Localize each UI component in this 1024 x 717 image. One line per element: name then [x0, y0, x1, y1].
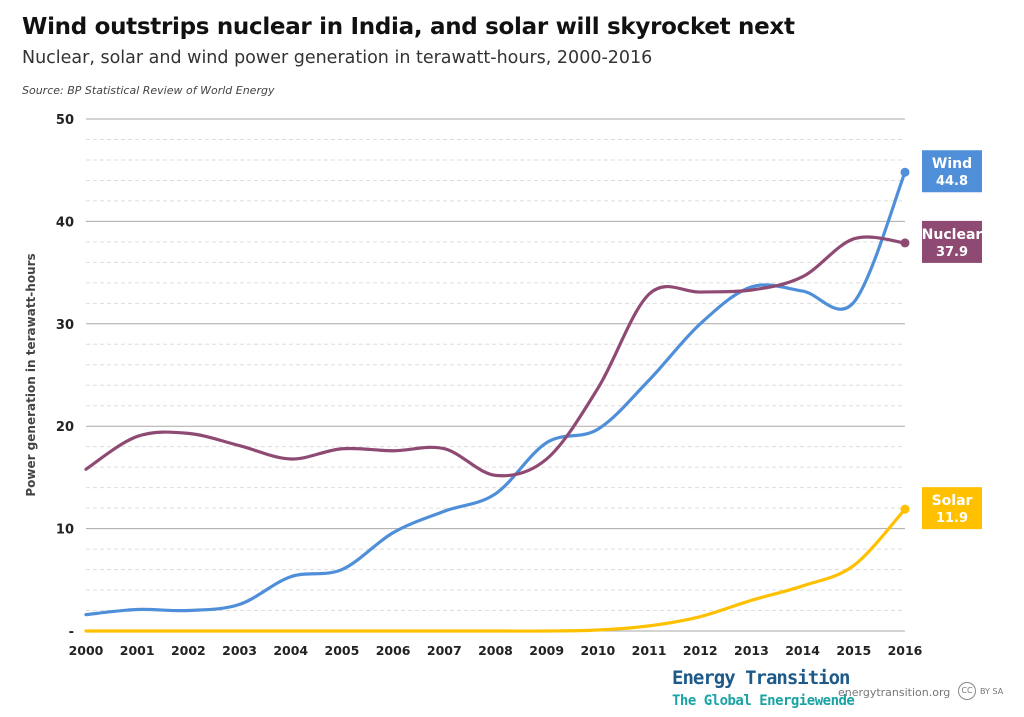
x-tick-label: 2007 [427, 643, 462, 658]
series-value: 44.8 [936, 174, 968, 189]
license-text: BY SA [980, 687, 1004, 696]
cc-license-icon: CC [958, 682, 976, 700]
chart-source: Source: BP Statistical Review of World E… [22, 84, 275, 97]
x-tick-label: 2005 [325, 643, 360, 658]
series-value: 11.9 [936, 511, 968, 526]
x-tick-label: 2002 [171, 643, 206, 658]
logo-energy-transition: Energy Transition [672, 667, 850, 689]
x-tick-label: 2012 [683, 643, 718, 658]
x-tick-label: 2015 [836, 643, 871, 658]
end-point-wind [900, 167, 910, 177]
x-tick-label: 2009 [529, 643, 564, 658]
y-tick-label: 10 [56, 523, 74, 538]
y-tick-label: 50 [56, 113, 74, 128]
series-line-solar [84, 507, 907, 633]
y-tick-label: - [69, 625, 74, 640]
x-tick-label: 2001 [120, 643, 155, 658]
end-point-nuclear [900, 238, 910, 248]
y-tick-label: 20 [56, 420, 74, 435]
x-tick-label: 2016 [888, 643, 923, 658]
x-tick-label: 2010 [580, 643, 615, 658]
series-name: Solar [932, 493, 973, 509]
series-name: Nuclear [922, 227, 983, 243]
series-label-box [922, 220, 982, 263]
x-tick-label: 2014 [785, 643, 820, 658]
series-line-nuclear [84, 235, 907, 478]
x-tick-label: 2011 [632, 643, 667, 658]
series-label-box [922, 487, 982, 530]
series-name: Wind [932, 156, 972, 172]
site-link[interactable]: energytransition.org [838, 686, 951, 699]
x-tick-label: 2008 [478, 643, 513, 658]
y-tick-label: 30 [56, 318, 74, 333]
x-tick-label: 2013 [734, 643, 769, 658]
series-value: 37.9 [936, 245, 968, 260]
x-tick-label: 2000 [69, 643, 104, 658]
x-tick-label: 2003 [222, 643, 257, 658]
chart-title: Wind outstrips nuclear in India, and sol… [22, 14, 795, 40]
series-line-wind [84, 170, 907, 617]
logo-tagline: The Global Energiewende [672, 693, 855, 709]
y-tick-label: 40 [56, 215, 74, 230]
series-label-box [922, 150, 982, 193]
end-point-solar [900, 504, 910, 514]
x-tick-label: 2004 [273, 643, 308, 658]
x-tick-label: 2006 [376, 643, 411, 658]
chart-subtitle: Nuclear, solar and wind power generation… [22, 48, 653, 68]
y-axis-label: Power generation in terawatt-hours [24, 253, 38, 496]
